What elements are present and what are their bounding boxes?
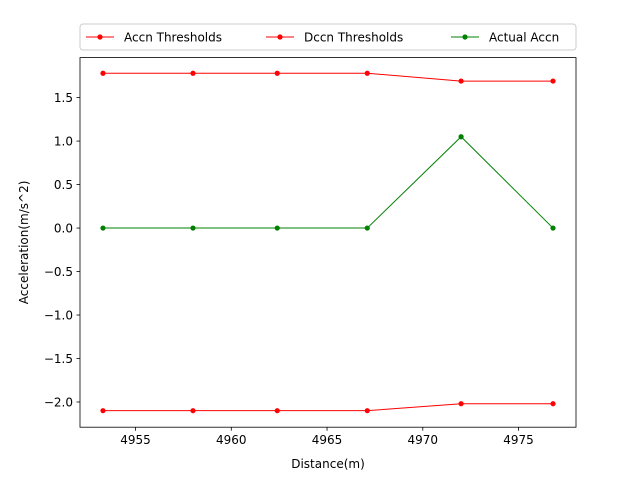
series-layer bbox=[100, 70, 556, 414]
data-point bbox=[274, 70, 280, 76]
y-axis: −2.0 −1.5 −1.0 −0.5 0.0 0.5 1.0 1.5 bbox=[44, 91, 80, 409]
series-actual-accn bbox=[100, 134, 556, 231]
data-point bbox=[100, 408, 106, 414]
legend-swatch-marker bbox=[277, 34, 283, 40]
series-accn-thresholds bbox=[100, 70, 556, 84]
data-point bbox=[190, 70, 196, 76]
data-point bbox=[274, 408, 280, 414]
y-tick-label: 0.5 bbox=[54, 178, 73, 192]
x-axis-label: Distance(m) bbox=[291, 457, 365, 471]
x-tick-label: 4965 bbox=[312, 433, 343, 447]
legend-label: Accn Thresholds bbox=[124, 31, 222, 45]
y-tick-label: 0.0 bbox=[54, 221, 73, 235]
legend-label: Actual Accn bbox=[489, 31, 559, 45]
x-tick-label: 4970 bbox=[408, 433, 439, 447]
legend-swatch-marker bbox=[97, 34, 103, 40]
y-tick-label: 1.0 bbox=[54, 134, 73, 148]
y-axis-label: Acceleration(m/s^2) bbox=[17, 181, 31, 305]
y-tick-label: −2.0 bbox=[44, 395, 73, 409]
data-point bbox=[190, 225, 196, 231]
legend-frame bbox=[79, 23, 577, 51]
data-point bbox=[274, 225, 280, 231]
plot-area bbox=[79, 57, 577, 428]
data-point bbox=[550, 401, 556, 407]
series-line bbox=[102, 403, 554, 412]
x-tick-label: 4960 bbox=[216, 433, 247, 447]
data-point bbox=[190, 408, 196, 414]
x-tick-label: 4955 bbox=[120, 433, 151, 447]
x-tick-label: 4975 bbox=[503, 433, 534, 447]
y-tick-label: −1.0 bbox=[44, 308, 73, 322]
series-line bbox=[102, 136, 554, 229]
plot-frame bbox=[79, 57, 577, 428]
data-point bbox=[100, 70, 106, 76]
data-point bbox=[100, 225, 106, 231]
y-tick-label: 1.5 bbox=[54, 91, 73, 105]
y-tick-label: −0.5 bbox=[44, 265, 73, 279]
data-point bbox=[458, 134, 464, 140]
series-line bbox=[102, 72, 554, 82]
data-point bbox=[364, 408, 370, 414]
data-point bbox=[364, 70, 370, 76]
legend: Accn Thresholds Dccn Thresholds Actual Acc… bbox=[79, 23, 577, 51]
data-point bbox=[550, 225, 556, 231]
data-point bbox=[458, 401, 464, 407]
y-tick-label: −1.5 bbox=[44, 352, 73, 366]
legend-swatch-marker bbox=[462, 34, 468, 40]
data-point bbox=[364, 225, 370, 231]
data-point bbox=[458, 78, 464, 84]
legend-label: Dccn Thresholds bbox=[304, 31, 403, 45]
x-axis: 4955 4960 4965 4970 4975 bbox=[120, 427, 534, 447]
series-dccn-thresholds bbox=[100, 401, 556, 414]
data-point bbox=[550, 78, 556, 84]
